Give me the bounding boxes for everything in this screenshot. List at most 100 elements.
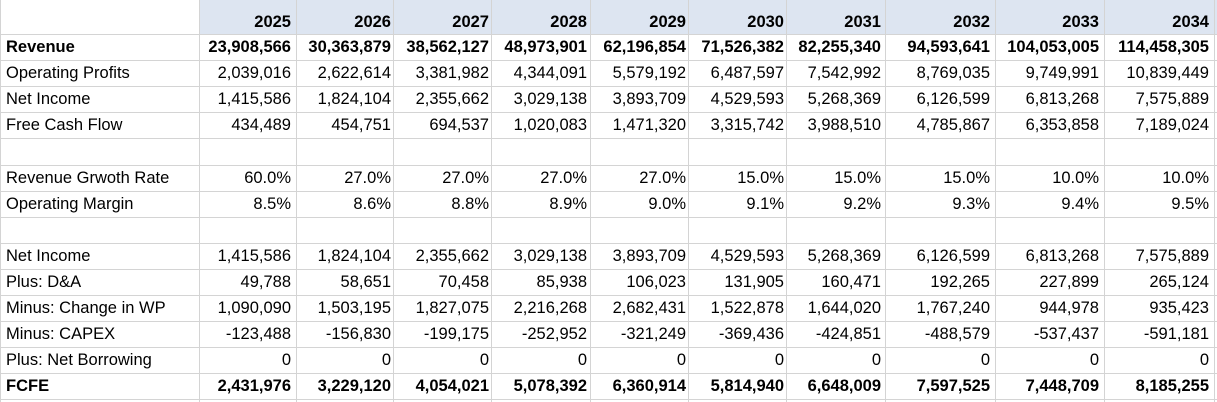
value-cell[interactable]: -199,175 bbox=[423, 325, 489, 343]
value-cell[interactable]: 8,769,035 bbox=[916, 64, 990, 82]
value-cell[interactable]: 23,908,566 bbox=[208, 38, 291, 56]
value-cell[interactable]: 0 bbox=[281, 351, 291, 369]
value-cell[interactable]: 434,489 bbox=[231, 116, 291, 134]
value-cell[interactable]: 1,090,090 bbox=[217, 299, 291, 317]
row-label-cell[interactable] bbox=[6, 138, 198, 164]
value-cell[interactable]: 8.5% bbox=[253, 195, 291, 213]
value-cell[interactable]: 9.0% bbox=[648, 195, 686, 213]
value-cell[interactable]: 4,529,593 bbox=[710, 90, 784, 108]
value-cell[interactable]: 4,054,021 bbox=[415, 377, 489, 395]
value-cell[interactable]: 3,988,510 bbox=[807, 116, 881, 134]
value-cell[interactable]: 48,973,901 bbox=[504, 38, 587, 56]
value-cell[interactable]: 7,189,024 bbox=[1135, 116, 1209, 134]
value-cell[interactable]: 15.0% bbox=[834, 169, 881, 187]
value-cell[interactable]: 0 bbox=[1199, 351, 1209, 369]
value-cell[interactable] bbox=[885, 138, 990, 164]
value-cell[interactable] bbox=[786, 217, 881, 243]
value-cell[interactable]: 694,537 bbox=[429, 116, 489, 134]
value-cell[interactable]: 2,431,976 bbox=[217, 377, 291, 395]
value-cell[interactable]: 9,749,991 bbox=[1025, 64, 1099, 82]
row-label-cell[interactable]: Free Cash Flow bbox=[6, 116, 123, 134]
value-cell[interactable]: 10,839,449 bbox=[1126, 64, 1209, 82]
value-cell[interactable] bbox=[786, 138, 881, 164]
value-cell[interactable]: 7,575,889 bbox=[1135, 90, 1209, 108]
value-cell[interactable]: 2,039,016 bbox=[217, 64, 291, 82]
value-cell[interactable]: -537,437 bbox=[1033, 325, 1099, 343]
value-cell[interactable] bbox=[393, 217, 489, 243]
row-label-cell[interactable]: Revenue bbox=[6, 38, 75, 56]
value-cell[interactable]: 94,593,641 bbox=[907, 38, 990, 56]
value-cell[interactable]: 15.0% bbox=[943, 169, 990, 187]
value-cell[interactable] bbox=[296, 138, 391, 164]
year-header-cell[interactable]: 2032 bbox=[953, 13, 990, 31]
value-cell[interactable]: 5,814,940 bbox=[710, 377, 784, 395]
value-cell[interactable]: 3,029,138 bbox=[513, 247, 587, 265]
year-header-cell[interactable]: 2033 bbox=[1062, 13, 1099, 31]
value-cell[interactable]: 104,053,005 bbox=[1007, 38, 1099, 56]
value-cell[interactable]: 5,579,192 bbox=[612, 64, 686, 82]
value-cell[interactable]: 1,471,320 bbox=[612, 116, 686, 134]
value-cell[interactable]: 7,597,525 bbox=[916, 377, 990, 395]
value-cell[interactable]: 2,622,614 bbox=[317, 64, 391, 82]
row-label-cell[interactable]: Operating Margin bbox=[6, 195, 134, 213]
value-cell[interactable]: 9.4% bbox=[1061, 195, 1099, 213]
value-cell[interactable]: 38,562,127 bbox=[406, 38, 489, 56]
value-cell[interactable]: 3,315,742 bbox=[710, 116, 784, 134]
value-cell[interactable]: 0 bbox=[479, 351, 489, 369]
value-cell[interactable]: 265,124 bbox=[1149, 273, 1209, 291]
value-cell[interactable]: 15.0% bbox=[737, 169, 784, 187]
value-cell[interactable]: 9.3% bbox=[952, 195, 990, 213]
value-cell[interactable]: 6,813,268 bbox=[1025, 90, 1099, 108]
value-cell[interactable] bbox=[1104, 138, 1209, 164]
value-cell[interactable]: 27.0% bbox=[344, 169, 391, 187]
row-label-cell[interactable]: Net Income bbox=[6, 90, 91, 108]
value-cell[interactable]: 3,029,138 bbox=[513, 90, 587, 108]
value-cell[interactable] bbox=[688, 138, 784, 164]
row-label-cell[interactable]: FCFE bbox=[6, 377, 50, 395]
value-cell[interactable]: 4,529,593 bbox=[710, 247, 784, 265]
value-cell[interactable] bbox=[688, 217, 784, 243]
value-cell[interactable]: 2,355,662 bbox=[415, 247, 489, 265]
year-header-cell[interactable]: 2029 bbox=[649, 13, 686, 31]
year-header-cell[interactable]: 2026 bbox=[354, 13, 391, 31]
year-header-cell[interactable]: 2030 bbox=[747, 13, 784, 31]
value-cell[interactable]: 0 bbox=[980, 351, 990, 369]
row-label-cell[interactable]: Net Income bbox=[6, 247, 91, 265]
row-label-cell[interactable]: Operating Profits bbox=[6, 64, 130, 82]
value-cell[interactable]: 71,526,382 bbox=[701, 38, 784, 56]
value-cell[interactable]: 0 bbox=[381, 351, 391, 369]
value-cell[interactable] bbox=[491, 217, 587, 243]
value-cell[interactable]: -123,488 bbox=[225, 325, 291, 343]
value-cell[interactable]: 1,644,020 bbox=[807, 299, 881, 317]
value-cell[interactable]: 0 bbox=[577, 351, 587, 369]
value-cell[interactable]: 7,448,709 bbox=[1025, 377, 1099, 395]
value-cell[interactable]: 58,651 bbox=[340, 273, 391, 291]
value-cell[interactable]: 2,216,268 bbox=[513, 299, 587, 317]
value-cell[interactable]: 1,522,878 bbox=[710, 299, 784, 317]
value-cell[interactable] bbox=[590, 217, 686, 243]
value-cell[interactable]: 60.0% bbox=[244, 169, 291, 187]
value-cell[interactable]: 192,265 bbox=[930, 273, 990, 291]
year-header-cell[interactable]: 2031 bbox=[844, 13, 881, 31]
value-cell[interactable]: 3,893,709 bbox=[612, 247, 686, 265]
value-cell[interactable]: 227,899 bbox=[1039, 273, 1099, 291]
value-cell[interactable]: 1,767,240 bbox=[916, 299, 990, 317]
value-cell[interactable]: 5,268,369 bbox=[807, 90, 881, 108]
value-cell[interactable]: 160,471 bbox=[821, 273, 881, 291]
value-cell[interactable]: 7,575,889 bbox=[1135, 247, 1209, 265]
value-cell[interactable]: 62,196,854 bbox=[603, 38, 686, 56]
value-cell[interactable]: 1,503,195 bbox=[317, 299, 391, 317]
value-cell[interactable]: -321,249 bbox=[620, 325, 686, 343]
row-label-cell[interactable] bbox=[6, 217, 198, 243]
row-label-cell[interactable]: Plus: Net Borrowing bbox=[6, 351, 152, 369]
value-cell[interactable]: 106,023 bbox=[626, 273, 686, 291]
value-cell[interactable]: -424,851 bbox=[815, 325, 881, 343]
value-cell[interactable] bbox=[199, 138, 291, 164]
value-cell[interactable]: 49,788 bbox=[240, 273, 291, 291]
value-cell[interactable]: 27.0% bbox=[540, 169, 587, 187]
value-cell[interactable]: 114,458,305 bbox=[1118, 38, 1209, 56]
year-header-cell[interactable]: 2025 bbox=[254, 13, 291, 31]
row-label-cell[interactable]: Revenue Grwoth Rate bbox=[6, 169, 170, 187]
value-cell[interactable]: 1,020,083 bbox=[513, 116, 587, 134]
value-cell[interactable]: 30,363,879 bbox=[308, 38, 391, 56]
